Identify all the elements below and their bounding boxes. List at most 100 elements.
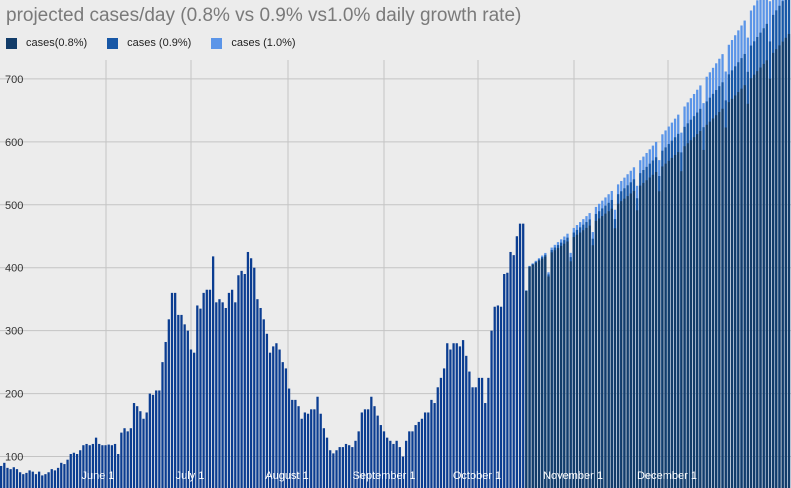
bar-projection-series-0 [651, 174, 655, 488]
bar-history [202, 292, 205, 488]
bar-history [471, 387, 474, 488]
bar-history [98, 443, 101, 488]
bar-projection-series-0 [664, 163, 667, 488]
bar-history [18, 472, 22, 488]
bar-projection-series-0 [727, 102, 730, 488]
bar-projection-series-0 [544, 256, 547, 488]
bar-history [164, 341, 167, 488]
bar-history [63, 464, 66, 488]
bar-projection-series-0 [756, 71, 759, 488]
bar-history [69, 454, 72, 488]
bar-history [382, 431, 386, 488]
bar-projection-series-0 [730, 98, 734, 488]
bar-history [158, 390, 161, 488]
bar-history [414, 425, 417, 488]
bar-history [75, 454, 79, 488]
bar-projection-series-0 [753, 74, 756, 488]
bar-history [265, 333, 269, 488]
legend: cases(0.8%) cases (0.9%) cases (1.0%) [6, 36, 316, 50]
bar-projection-series-0 [699, 131, 702, 488]
bar-history [259, 307, 262, 488]
legend-item-2[interactable]: cases (1.0%) [211, 37, 296, 49]
bar-history [218, 299, 221, 488]
y-tick-label: 700 [5, 74, 23, 86]
bar-projection-series-0 [680, 171, 683, 488]
bar-projection-series-0 [610, 208, 613, 488]
bar-history [354, 440, 357, 488]
bar-projection-series-0 [534, 262, 537, 488]
bar-projection-series-0 [572, 237, 575, 488]
bar-history [0, 465, 3, 488]
bar-history [398, 447, 401, 488]
bar-history [319, 413, 322, 488]
bar-history [227, 292, 231, 488]
bar-history [338, 447, 341, 488]
bar-projection-series-0 [740, 88, 743, 488]
bar-history [506, 272, 509, 488]
bar-history [348, 445, 351, 488]
bar-history [360, 412, 363, 488]
bar-history [294, 399, 297, 488]
y-tick-label: 300 [5, 326, 23, 338]
bar-history [136, 406, 139, 488]
bar-projection-series-0 [667, 160, 670, 488]
bar-history [316, 396, 319, 488]
bar-history [522, 223, 525, 488]
bar-history [72, 452, 76, 488]
bar-history [85, 443, 88, 488]
bar-history [174, 292, 177, 488]
bar-projection-series-0 [626, 196, 629, 488]
bar-projection-series-0 [645, 180, 648, 488]
bar-history [53, 470, 57, 488]
bar-history [25, 472, 28, 488]
legend-item-1[interactable]: cases (0.9%) [107, 37, 191, 49]
bar-projection-series-0 [620, 201, 623, 488]
bar-history [22, 474, 25, 488]
bar-history [215, 302, 218, 488]
bar-projection-series-0 [616, 203, 620, 488]
bar-history [66, 459, 69, 488]
bar-history [303, 412, 307, 488]
bar-history [107, 444, 110, 488]
legend-item-0[interactable]: cases(0.8%) [6, 37, 87, 49]
bar-history [60, 462, 63, 488]
bar-history [196, 305, 199, 488]
bar-projection-series-0 [654, 172, 658, 488]
x-tick-label: November 1 [543, 470, 603, 482]
bar-projection-series-0 [705, 124, 708, 488]
bar-history [341, 447, 344, 488]
bar-history [221, 302, 224, 488]
bar-history [417, 421, 420, 488]
bar-history [401, 456, 405, 488]
bar-projection-series-0 [556, 248, 560, 488]
bar-history [496, 305, 500, 488]
bar-history [249, 258, 253, 488]
bar-history [490, 330, 493, 488]
bar-history [189, 349, 193, 488]
bar-history [145, 412, 148, 488]
bar-history [281, 362, 284, 488]
bar-history [455, 343, 458, 488]
bar-projection-series-0 [607, 211, 610, 488]
bar-projection-series-0 [759, 67, 762, 488]
bar-history [37, 471, 41, 488]
legend-label-1: cases (0.9%) [127, 37, 192, 49]
bar-history [230, 289, 234, 488]
axis-labels: 100 200 300 400 500 600 700 June 1 July 1 August … [5, 74, 697, 482]
bar-history [50, 469, 53, 488]
bar-history [278, 349, 281, 488]
bar-projection-series-0 [604, 213, 607, 488]
bar-projection-series-0 [689, 140, 693, 488]
x-tick-label: June 1 [81, 470, 114, 482]
bar-projection-series-0 [594, 220, 598, 488]
bar-history [518, 223, 522, 488]
bar-projection-series-0 [696, 134, 699, 488]
bar-history [389, 440, 392, 488]
bar-projection-series-0 [734, 95, 737, 488]
bar-projection-series-0 [642, 182, 645, 488]
bar-projection-series-0 [588, 225, 591, 488]
bar-history [180, 314, 183, 488]
bar-history [284, 368, 288, 488]
bar-history [386, 437, 389, 488]
bar-projection-series-0 [718, 112, 721, 488]
